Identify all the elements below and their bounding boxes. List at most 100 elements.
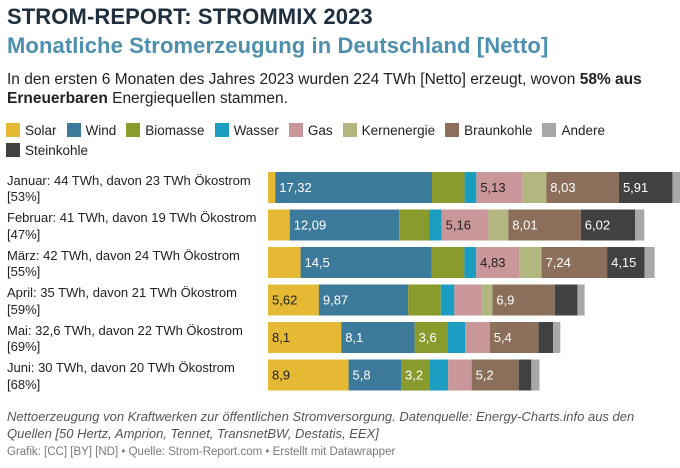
bar-segment-braunkohle	[489, 322, 539, 353]
row-label-line1: Januar: 44 TWh, davon 23 TWh Ökostrom	[7, 172, 251, 188]
data-label: 4,83	[480, 255, 505, 270]
row-label-line2: [53%]	[7, 189, 41, 204]
legend-swatch	[542, 123, 557, 137]
row-label: Mai: 32,6 TWh, davon 22 TWh Ökostrom [69%…	[7, 323, 267, 356]
chart-title: STROM-REPORT: STROMMIX 2023	[7, 4, 373, 29]
legend-swatch	[288, 123, 303, 137]
bar-segment-andere	[553, 322, 561, 353]
data-label: 8,9	[272, 368, 290, 383]
bar-segment-kernenergie	[488, 209, 509, 241]
row-label-line1: März: 42 TWh, davon 24 TWh Ökostrom	[7, 247, 240, 263]
legend-label: Andere	[561, 123, 606, 138]
footer-note: Nettoerzeugung von Kraftwerken zur öffen…	[7, 409, 635, 441]
bar-segment-steinkohle	[538, 322, 554, 353]
row-label-line1: Februar: 41 TWh, davon 19 TWh Ökostrom	[7, 210, 257, 225]
bar-segment-gas	[465, 322, 490, 353]
bar-segment-wind	[289, 209, 400, 241]
row-label-line2: [47%]	[7, 226, 41, 242]
legend-swatch	[6, 143, 20, 157]
bar-segment-steinkohle	[554, 284, 578, 316]
row-label-line2: [55%]	[7, 264, 41, 279]
legend-swatch	[342, 123, 357, 137]
bar-segment-andere	[635, 209, 645, 241]
bar-segment-solar	[268, 209, 290, 241]
data-label: 5,4	[494, 330, 512, 345]
legend-label: Braunkohle	[464, 123, 533, 138]
bar-segment-biomasse	[431, 172, 465, 203]
bar-segment-steinkohle	[607, 247, 645, 278]
bar-segment-wasser	[464, 247, 477, 278]
data-label: 3,6	[419, 330, 437, 345]
intro-text: In den ersten 6 Monaten des Jahres 2023 …	[7, 70, 677, 108]
legend-swatch	[66, 123, 81, 137]
data-label: 12,09	[294, 218, 327, 233]
data-label: 8,03	[550, 180, 575, 195]
data-label: 5,13	[480, 180, 505, 195]
bar-segment-wasser	[430, 359, 449, 391]
intro-text-bold: 58% aus Erneuerbaren	[7, 71, 642, 107]
bar-segment-gas	[454, 284, 482, 316]
legend-label: Biomasse	[145, 123, 205, 138]
legend-label: Wind	[85, 123, 117, 138]
legend-swatch	[126, 123, 141, 137]
legend-label: Kernenergie	[361, 123, 436, 138]
row-label-line1: Juni: 30 TWh, davon 20 TWh Ökostrom	[7, 360, 235, 375]
bar-segment-solar	[268, 322, 342, 353]
legend-label: Wasser	[233, 123, 279, 138]
bar-segment-steinkohle	[580, 209, 636, 241]
legend-item-wasser: Wasser	[214, 121, 279, 141]
bar-segment-wind	[300, 247, 432, 278]
bar-segment-andere	[531, 359, 540, 391]
data-label: 5,8	[353, 368, 371, 383]
data-label: 3,2	[405, 368, 423, 383]
data-label: 5,16	[446, 218, 471, 233]
row-label-line2: [69%]	[7, 339, 41, 354]
bar-segment-biomasse	[414, 322, 448, 353]
bar-segment-andere	[577, 284, 585, 316]
bar-segment-braunkohle	[541, 247, 608, 278]
row-label-line2: [59%]	[7, 301, 41, 317]
bar-segment-wind	[275, 172, 432, 203]
bar-segment-steinkohle	[618, 172, 673, 203]
legend-label: Steinkohle	[25, 143, 89, 158]
bar-segment-solar	[268, 247, 301, 278]
bar-segment-solar	[268, 359, 349, 391]
legend-item-biomasse: Biomasse	[126, 121, 205, 141]
bar-segment-gas	[476, 172, 523, 203]
data-label: 5,2	[476, 368, 494, 383]
bar-segment-gas	[476, 247, 520, 278]
legend-label: Solar	[25, 123, 57, 138]
data-label: 6,02	[585, 218, 610, 233]
bar-segment-solar	[268, 284, 319, 316]
bar-segment-kernenergie	[519, 247, 542, 278]
bar-segment-kernenergie	[481, 284, 493, 316]
legend-item-kernenergie: Kernenergie	[342, 121, 436, 141]
row-label: April: 35 TWh, davon 21 TWh Ökostrom [59%…	[7, 285, 267, 318]
legend-item-steinkohle: Steinkohle	[6, 141, 88, 161]
bar-segment-biomasse	[408, 284, 441, 316]
data-label: 8,1	[272, 330, 290, 345]
legend-label: Gas	[307, 123, 333, 138]
legend-swatch	[445, 123, 460, 137]
bar-segment-biomasse	[401, 359, 430, 391]
bar-segment-wind	[348, 359, 402, 391]
bar-segment-steinkohle	[518, 359, 532, 391]
bar-segment-kernenergie	[522, 172, 547, 203]
legend-item-gas: Gas	[288, 121, 333, 141]
legend-item-braunkohle: Braunkohle	[445, 121, 532, 141]
bar-segment-gas	[441, 209, 489, 241]
data-label: 8,01	[512, 218, 537, 233]
bar-segment-biomasse	[399, 209, 429, 241]
row-label-line1: Mai: 32,6 TWh, davon 22 TWh Ökostrom	[7, 322, 243, 338]
bar-segment-braunkohle	[508, 209, 581, 241]
data-label: 17,32	[279, 180, 312, 195]
legend-item-wind: Wind	[66, 121, 117, 141]
bar-segment-andere	[644, 247, 655, 278]
legend-item-andere: Andere	[542, 121, 605, 141]
row-label: März: 42 TWh, davon 24 TWh Ökostrom [55%]	[7, 248, 267, 281]
bar-segment-gas	[448, 359, 472, 391]
row-label-line2: [68%]	[7, 376, 41, 392]
data-label: 4,15	[611, 255, 636, 270]
bar-segment-wasser	[429, 209, 442, 241]
